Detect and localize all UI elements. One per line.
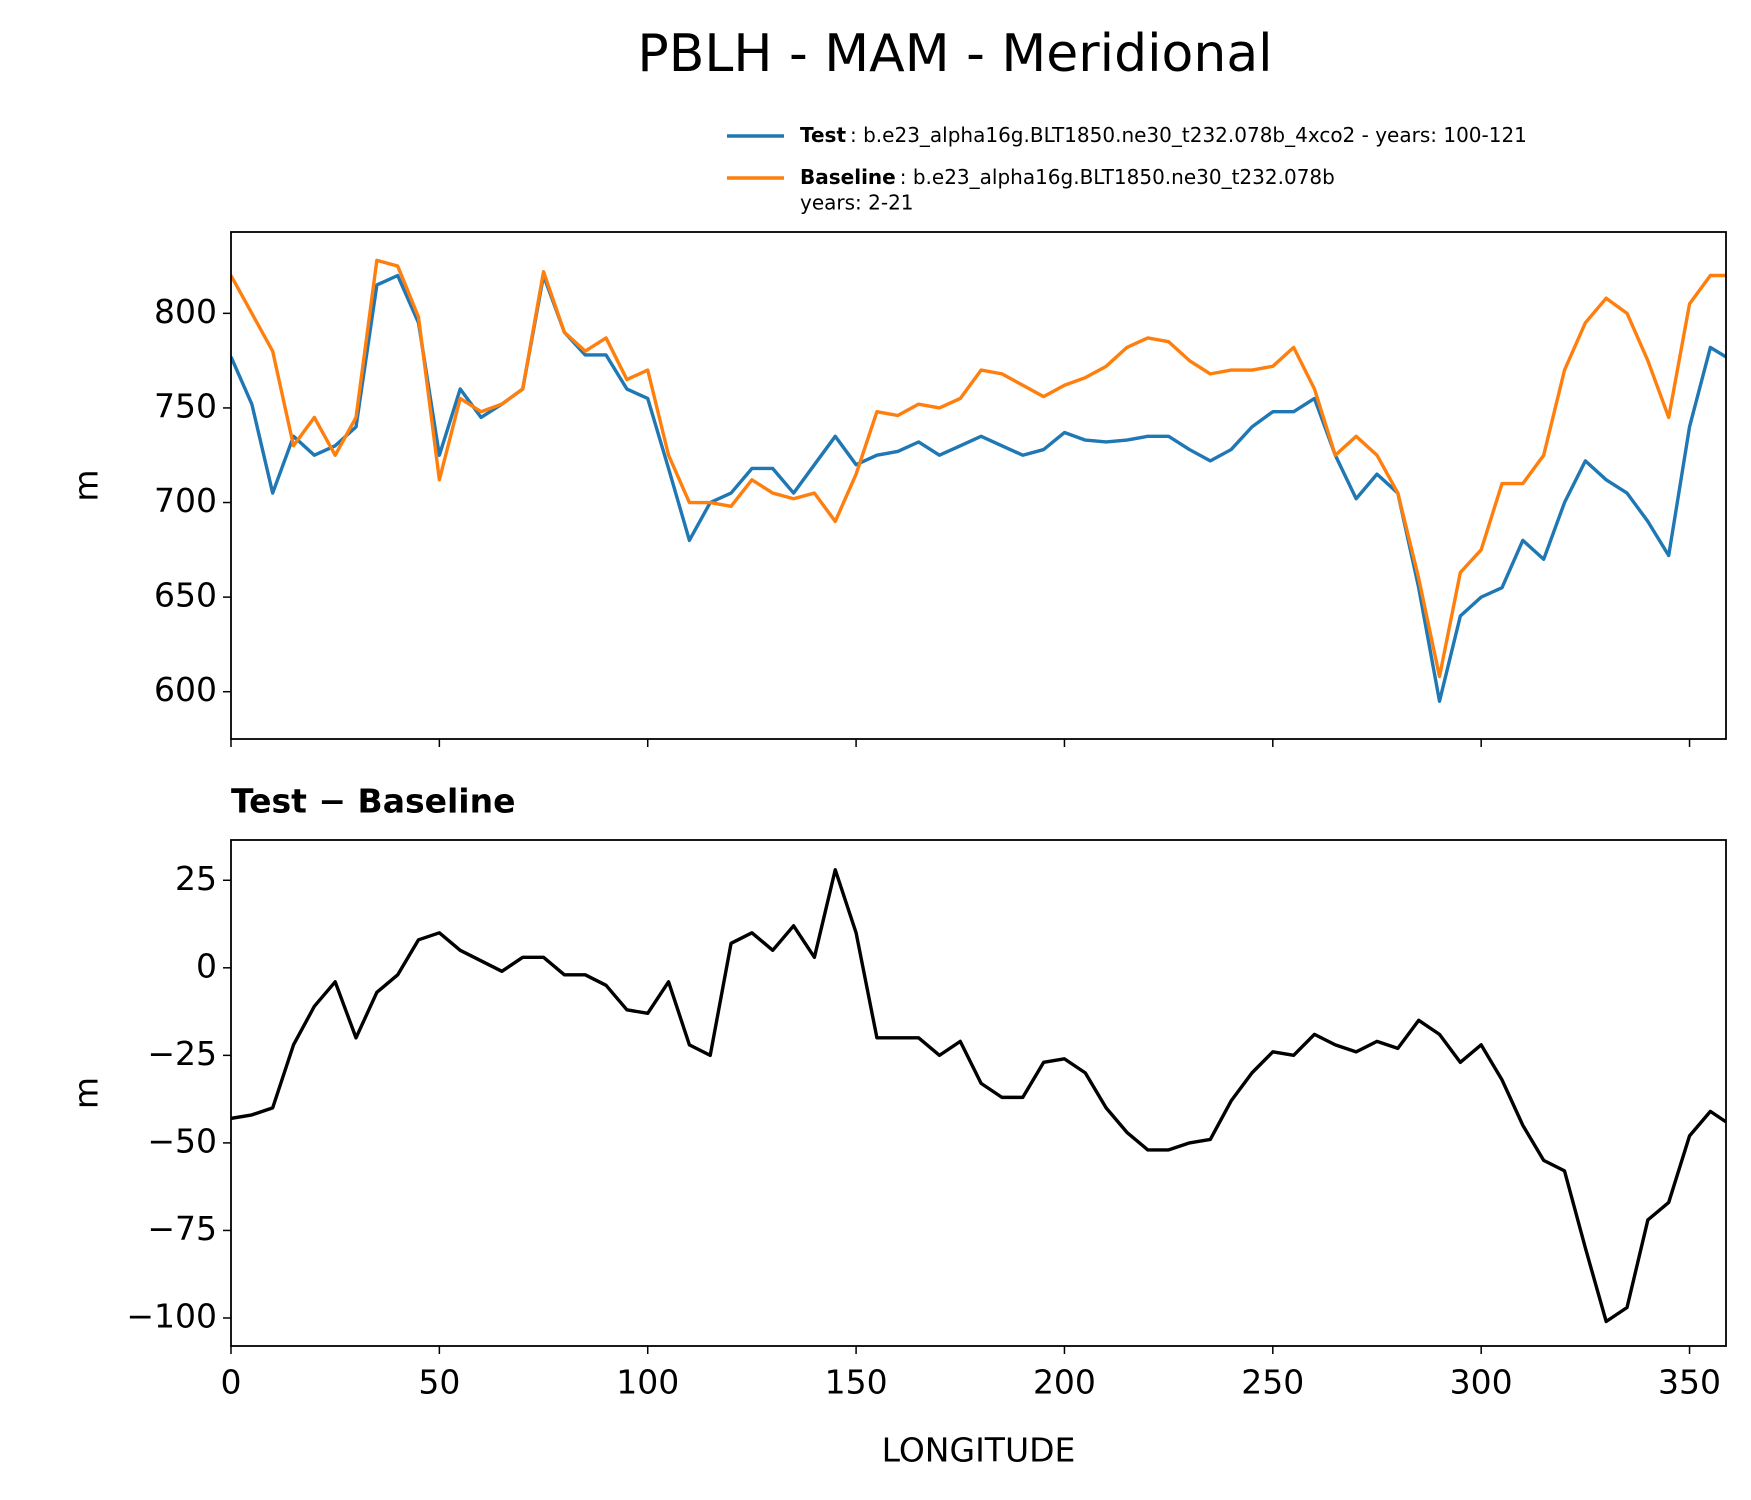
data-line: [231, 273, 1726, 703]
x-tick-label: 200: [1033, 1363, 1096, 1402]
legend-detail: years: 2-21: [800, 191, 914, 215]
y-tick-label: 700: [154, 481, 217, 520]
plot-frame: [230, 231, 1727, 740]
x-tick-label: 150: [825, 1363, 888, 1402]
y-tick-label: 600: [154, 670, 217, 709]
legend-name: Baseline: [800, 165, 896, 189]
legend-label: Test: b.e23_alpha16g.BLT1850.ne30_t232.0…: [800, 123, 1527, 147]
legend-label: Baseline: b.e23_alpha16g.BLT1850.ne30_t2…: [800, 165, 1335, 189]
subplot-title: Test − Baseline: [231, 782, 516, 821]
y-tick-label: −25: [147, 1034, 217, 1073]
x-tick-label: 250: [1241, 1363, 1304, 1402]
y-tick-label: 750: [154, 386, 217, 425]
data-line: [231, 258, 1726, 679]
y-tick-label: 25: [175, 859, 217, 898]
figure-title: PBLH - MAM - Meridional: [637, 24, 1272, 84]
plot-frame: [230, 839, 1727, 1347]
legend-detail: : b.e23_alpha16g.BLT1850.ne30_t232.078b: [900, 165, 1335, 189]
legend-name: Test: [800, 123, 846, 147]
y-tick-label: 0: [196, 946, 217, 985]
y-axis-label: m: [67, 1077, 106, 1109]
y-tick-label: −100: [126, 1296, 217, 1335]
x-tick-label: 0: [221, 1363, 242, 1402]
x-tick-label: 100: [616, 1363, 679, 1402]
x-tick-label: 300: [1450, 1363, 1513, 1402]
y-tick-label: −50: [147, 1121, 217, 1160]
y-tick-label: −75: [147, 1209, 217, 1248]
x-tick-label: 50: [418, 1363, 460, 1402]
data-line: [231, 868, 1726, 1324]
legend-detail: : b.e23_alpha16g.BLT1850.ne30_t232.078b_…: [850, 123, 1527, 147]
y-tick-label: 800: [154, 292, 217, 331]
x-tick-label: 350: [1658, 1363, 1721, 1402]
y-tick-label: 650: [154, 576, 217, 615]
y-axis-label: m: [67, 469, 106, 501]
x-axis-label: LONGITUDE: [882, 1431, 1076, 1470]
